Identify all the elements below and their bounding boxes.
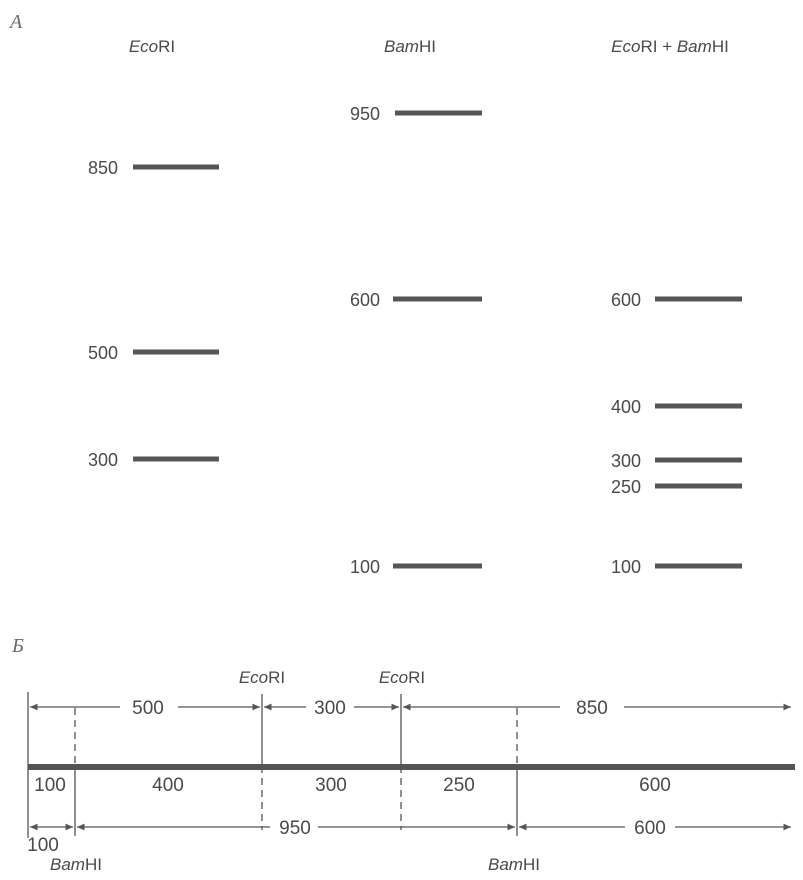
band-label-ecori-500: 500 xyxy=(88,343,118,363)
ecori-site-label-2: EcoRI xyxy=(379,668,425,687)
band-label-double-100: 100 xyxy=(611,557,641,577)
length-ecori-300: 300 xyxy=(314,698,346,719)
lane-title-bamhi: BamHI xyxy=(384,37,436,56)
bamhi-site-label-1: BamHI xyxy=(50,855,102,874)
band-label-double-250: 250 xyxy=(611,477,641,497)
bamhi-site-label-2: BamHI xyxy=(488,855,540,874)
lane-title-ecori: EcoRI xyxy=(129,37,175,56)
band-label-bamhi-600: 600 xyxy=(350,290,380,310)
band-label-ecori-850: 850 xyxy=(88,158,118,178)
band-label-bamhi-100: 100 xyxy=(350,557,380,577)
segment-300: 300 xyxy=(315,775,347,796)
lane-title-double-digest: EcoRI + BamHI xyxy=(611,37,729,56)
band-label-ecori-300: 300 xyxy=(88,450,118,470)
length-bamhi-600: 600 xyxy=(634,818,666,839)
ecori-site-label-1: EcoRI xyxy=(239,668,285,687)
panel-a-label: А xyxy=(8,11,23,33)
band-label-bamhi-950: 950 xyxy=(350,104,380,124)
segment-600: 600 xyxy=(639,775,671,796)
band-label-double-300: 300 xyxy=(611,451,641,471)
length-ecori-500: 500 xyxy=(132,698,164,719)
band-label-double-400: 400 xyxy=(611,397,641,417)
panel-b-label: Б xyxy=(11,635,24,657)
length-ecori-850: 850 xyxy=(576,698,608,719)
segment-400: 400 xyxy=(152,775,184,796)
segment-100: 100 xyxy=(34,775,66,796)
band-label-double-600: 600 xyxy=(611,290,641,310)
segment-250: 250 xyxy=(443,775,475,796)
length-bamhi-100: 100 xyxy=(27,835,59,856)
length-bamhi-950: 950 xyxy=(279,818,311,839)
